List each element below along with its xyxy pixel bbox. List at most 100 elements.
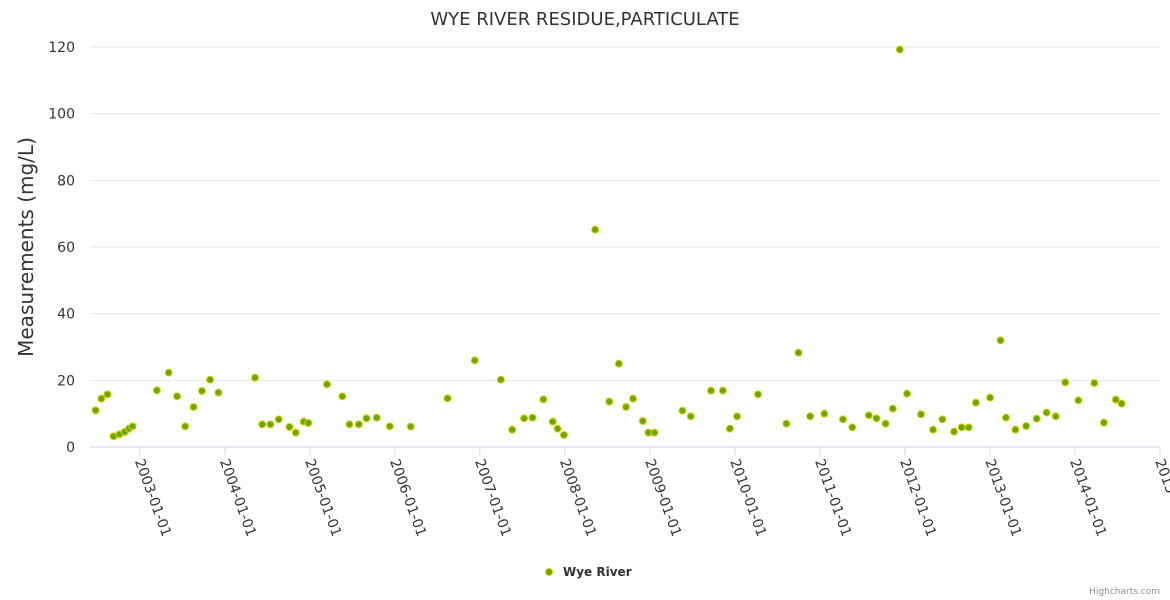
data-point[interactable] [206, 375, 215, 384]
data-point[interactable] [372, 413, 381, 422]
data-point[interactable] [1032, 414, 1041, 423]
y-tick-label: 120 [48, 40, 75, 56]
data-point[interactable] [838, 415, 847, 424]
data-point[interactable] [197, 387, 206, 395]
data-point[interactable] [258, 420, 267, 429]
data-point[interactable] [214, 388, 223, 397]
data-point[interactable] [266, 420, 275, 429]
data-point[interactable] [996, 336, 1005, 345]
data-point[interactable] [345, 420, 354, 429]
data-point[interactable] [1099, 418, 1108, 427]
chart-title: WYE RIVER RESIDUE,PARTICULATE [430, 9, 739, 30]
data-point[interactable] [354, 420, 363, 429]
data-point[interactable] [848, 423, 857, 432]
data-point[interactable] [733, 412, 742, 421]
legend-marker-icon [545, 568, 553, 576]
data-point[interactable] [1051, 412, 1060, 421]
data-point[interactable] [782, 419, 791, 428]
data-point[interactable] [1117, 399, 1126, 408]
data-point[interactable] [91, 406, 100, 415]
data-point[interactable] [528, 413, 537, 422]
data-point[interactable] [553, 424, 562, 433]
data-point[interactable] [548, 417, 557, 426]
y-axis-label: Measurements (mg/L) [14, 137, 38, 357]
data-point[interactable] [971, 398, 980, 407]
data-point[interactable] [895, 45, 904, 54]
data-point[interactable] [539, 395, 548, 404]
data-point[interactable] [164, 368, 173, 377]
data-point[interactable] [1111, 395, 1120, 404]
data-point[interactable] [614, 359, 623, 368]
data-point[interactable] [629, 394, 638, 403]
data-point[interactable] [872, 414, 881, 423]
data-point[interactable] [986, 393, 995, 402]
data-point[interactable] [520, 414, 529, 423]
data-point[interactable] [1011, 425, 1020, 434]
data-point[interactable] [754, 390, 763, 399]
data-point[interactable] [806, 412, 815, 421]
data-point[interactable] [794, 348, 803, 357]
data-point[interactable] [864, 411, 873, 420]
data-point[interactable] [638, 417, 647, 425]
data-point[interactable] [1042, 408, 1051, 417]
data-point[interactable] [362, 414, 371, 423]
data-point[interactable] [950, 427, 959, 436]
data-point[interactable] [707, 386, 716, 395]
data-point[interactable] [128, 422, 137, 431]
data-point[interactable] [718, 386, 727, 395]
y-tick-label: 100 [48, 107, 75, 123]
credits-link[interactable]: Highcharts.com [1089, 587, 1160, 597]
data-point[interactable] [385, 422, 394, 431]
data-point[interactable] [443, 394, 452, 403]
data-point[interactable] [1022, 422, 1031, 430]
data-point[interactable] [291, 428, 300, 437]
data-points [91, 45, 1126, 441]
data-point[interactable] [622, 403, 631, 411]
data-point[interactable] [1001, 413, 1010, 422]
y-tick-labels: 0 20 40 60 80 100 120 [48, 40, 75, 456]
data-point[interactable] [686, 412, 695, 421]
data-point[interactable] [881, 419, 890, 428]
data-point[interactable] [938, 415, 947, 424]
data-point[interactable] [650, 428, 659, 437]
data-point[interactable] [338, 392, 347, 401]
data-point[interactable] [181, 422, 190, 431]
data-point[interactable] [916, 410, 925, 419]
data-point[interactable] [508, 425, 517, 434]
data-point[interactable] [725, 424, 734, 433]
data-point[interactable] [559, 431, 568, 439]
data-point[interactable] [678, 406, 687, 415]
data-point[interactable] [97, 394, 106, 403]
data-point[interactable] [888, 404, 897, 413]
legend-item-wye-river[interactable]: Wye River [563, 565, 632, 579]
data-point[interactable] [251, 373, 260, 382]
data-point[interactable] [605, 397, 614, 406]
data-point[interactable] [929, 425, 938, 434]
data-point[interactable] [406, 422, 415, 431]
data-point[interactable] [902, 389, 911, 398]
data-point[interactable] [957, 423, 966, 432]
data-point[interactable] [820, 409, 829, 418]
data-point[interactable] [173, 392, 182, 401]
legend[interactable]: Wye River [545, 565, 632, 579]
data-point[interactable] [322, 380, 331, 389]
data-point[interactable] [1090, 379, 1099, 387]
data-point[interactable] [470, 356, 479, 365]
data-point[interactable] [152, 386, 161, 395]
data-point[interactable] [274, 415, 283, 424]
data-point[interactable] [1074, 396, 1083, 405]
y-gridlines [90, 46, 1160, 381]
data-point[interactable] [1061, 378, 1070, 387]
data-point[interactable] [189, 403, 198, 411]
data-point[interactable] [285, 423, 294, 431]
data-point[interactable] [304, 419, 313, 427]
y-tick-label: 40 [57, 307, 75, 323]
data-point[interactable] [496, 375, 505, 384]
data-point[interactable] [103, 390, 112, 399]
y-tick-label: 60 [57, 240, 75, 256]
data-point[interactable] [964, 423, 973, 432]
y-tick-label: 0 [66, 440, 75, 456]
data-point[interactable] [591, 225, 600, 234]
